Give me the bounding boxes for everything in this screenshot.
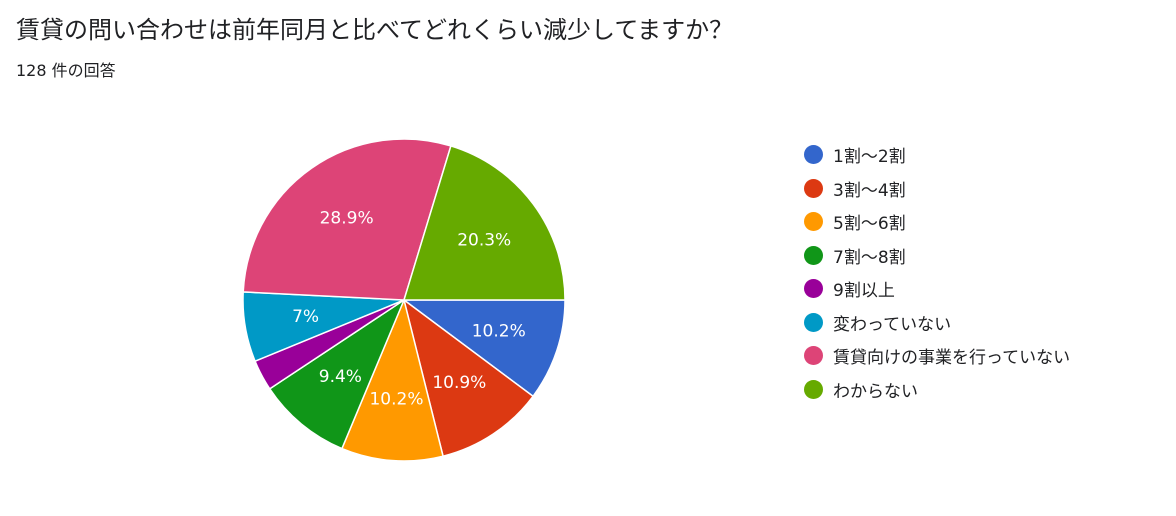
pie-data-label-3: 10.2% [369,390,423,410]
page-title: 賃貸の問い合わせは前年同月と比べてどれくらい減少してますか？ [16,16,734,44]
pie-data-label-2: 10.9% [432,373,486,393]
pie-data-label-1: 10.2% [472,321,526,341]
legend-item-1[interactable]: 1割～2割 [804,138,1164,172]
legend-item-6[interactable]: 変わっていない [804,306,1164,340]
legend-swatch-icon [804,346,823,366]
pie-slice-8[interactable] [402,145,566,301]
legend-swatch-icon [804,212,823,232]
legend: 1割～2割 3割～4割 5割～6割 7割～8割 9割以上変わっていない賃貸向けの事業を行… [804,138,1164,406]
legend-swatch-icon [804,279,823,299]
legend-label: 3割～4割 [833,180,906,201]
pie-data-label-6: 7% [292,307,319,327]
pie-data-label-7: 28.9% [320,208,374,228]
legend-label: 1割～2割 [833,147,906,168]
legend-label: 変わっていない [833,314,952,335]
response-count: 128 件の回答 [16,61,116,80]
pie-slice-1[interactable] [401,299,566,398]
legend-label: 賃貸向けの事業を行っていない [833,348,1071,369]
legend-item-2[interactable]: 3割～4割 [804,172,1164,206]
legend-label: わからない [833,381,918,402]
legend-swatch-icon [804,312,823,332]
legend-swatch-icon [804,145,823,165]
legend-item-7[interactable]: 賃貸向けの事業を行っていない [804,339,1164,373]
legend-item-4[interactable]: 7割～8割 [804,239,1164,273]
legend-item-8[interactable]: わからない [804,373,1164,407]
legend-item-5[interactable]: 9割以上 [804,272,1164,306]
pie-slice-7[interactable] [242,138,452,301]
pie-slice-2[interactable] [402,298,535,458]
legend-label: 9割以上 [833,281,895,302]
pie-data-label-4: 9.4% [319,367,362,387]
pie-slice-3[interactable] [340,297,444,462]
legend-swatch-icon [804,245,823,265]
pie-slice-4[interactable] [268,298,406,450]
legend-swatch-icon [804,379,823,399]
legend-label: 7割～8割 [833,247,906,268]
legend-item-3[interactable]: 5割～6割 [804,205,1164,239]
legend-swatch-icon [804,178,823,198]
pie-data-label-8: 20.3% [457,231,511,251]
legend-label: 5割～6割 [833,214,906,235]
